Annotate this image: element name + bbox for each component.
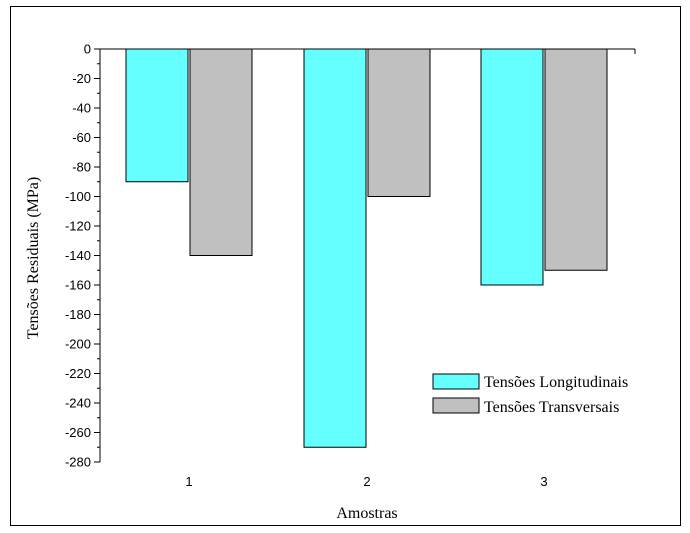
bars-layer bbox=[125, 48, 608, 448]
y-tick-label: 0 bbox=[84, 42, 91, 57]
y-tick-label: -120 bbox=[65, 219, 91, 234]
y-axis-title: Tensões Residuais (MPa) bbox=[25, 177, 42, 339]
y-tick-label: -80 bbox=[72, 160, 91, 175]
y-tick-label: -140 bbox=[65, 248, 91, 263]
x-ticks: 1 2 3 bbox=[185, 474, 547, 489]
bar-transversais-3 bbox=[544, 48, 608, 271]
y-tick-label: -220 bbox=[65, 366, 91, 381]
x-tick-label: 1 bbox=[185, 474, 192, 489]
bar-longitudinais-1 bbox=[125, 48, 189, 183]
y-tick-label: -40 bbox=[72, 101, 91, 116]
y-tick-label: -60 bbox=[72, 130, 91, 145]
bar-transversais-2 bbox=[367, 48, 431, 197]
legend-swatch-longitudinais bbox=[432, 373, 480, 390]
y-tick-label: -100 bbox=[65, 189, 91, 204]
bar-longitudinais-2 bbox=[303, 48, 367, 448]
x-axis-title: Amostras bbox=[336, 505, 397, 522]
y-tick-label: -180 bbox=[65, 307, 91, 322]
x-tick-label: 3 bbox=[540, 474, 547, 489]
y-ticks: 0 -20 -40 -60 -80 -100 -120 -140 -160 -180 -200 -22… bbox=[65, 42, 100, 470]
y-tick-label: -200 bbox=[65, 337, 91, 352]
y-tick-label: -260 bbox=[65, 425, 91, 440]
legend-swatch-transversais bbox=[432, 397, 480, 414]
bar-transversais-1 bbox=[189, 48, 253, 256]
legend: Tensões Longitudinais Tensões Transversa… bbox=[432, 373, 628, 416]
y-tick-label: -20 bbox=[72, 71, 91, 86]
y-tick-label: -240 bbox=[65, 396, 91, 411]
y-tick-label: -280 bbox=[65, 455, 91, 470]
legend-label-transversais: Tensões Transversais bbox=[484, 399, 619, 416]
x-tick-label: 2 bbox=[363, 474, 370, 489]
legend-label-longitudinais: Tensões Longitudinais bbox=[484, 374, 628, 391]
bar-longitudinais-3 bbox=[480, 48, 544, 286]
y-tick-label: -160 bbox=[65, 278, 91, 293]
